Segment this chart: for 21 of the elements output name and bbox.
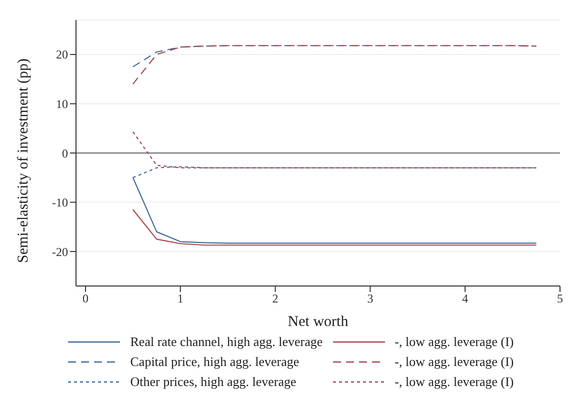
x-axis-title: Net worth bbox=[288, 314, 349, 330]
line-series bbox=[132, 209, 537, 246]
y-tick-label: 20 bbox=[56, 48, 68, 62]
x-tick-label: 0 bbox=[82, 292, 88, 306]
legend-label: -, low agg. leverage (I) bbox=[394, 354, 514, 370]
legend-label: -, low agg. leverage (I) bbox=[394, 374, 514, 390]
y-tick-label: -20 bbox=[52, 244, 68, 259]
legend-label: Other prices, high agg. leverage bbox=[130, 374, 296, 390]
line-series bbox=[132, 45, 537, 85]
x-tick-label: 1 bbox=[177, 292, 184, 306]
y-axis-title: Semi-elasticity of investment (pp) bbox=[15, 58, 32, 263]
legend-label: Real rate channel, high agg. leverage bbox=[130, 334, 323, 350]
x-tick-label: 5 bbox=[557, 292, 563, 306]
x-tick-label: 2 bbox=[272, 292, 278, 306]
y-tick-label: 0 bbox=[62, 146, 68, 160]
legend-label: -, low agg. leverage (I) bbox=[394, 334, 514, 350]
legend-label: Capital price, high agg. leverage bbox=[130, 354, 300, 370]
y-tick-label: 10 bbox=[56, 97, 68, 111]
y-tick-label: -10 bbox=[52, 196, 68, 210]
x-tick-label: 3 bbox=[367, 292, 374, 306]
x-tick-label: 4 bbox=[462, 292, 468, 306]
